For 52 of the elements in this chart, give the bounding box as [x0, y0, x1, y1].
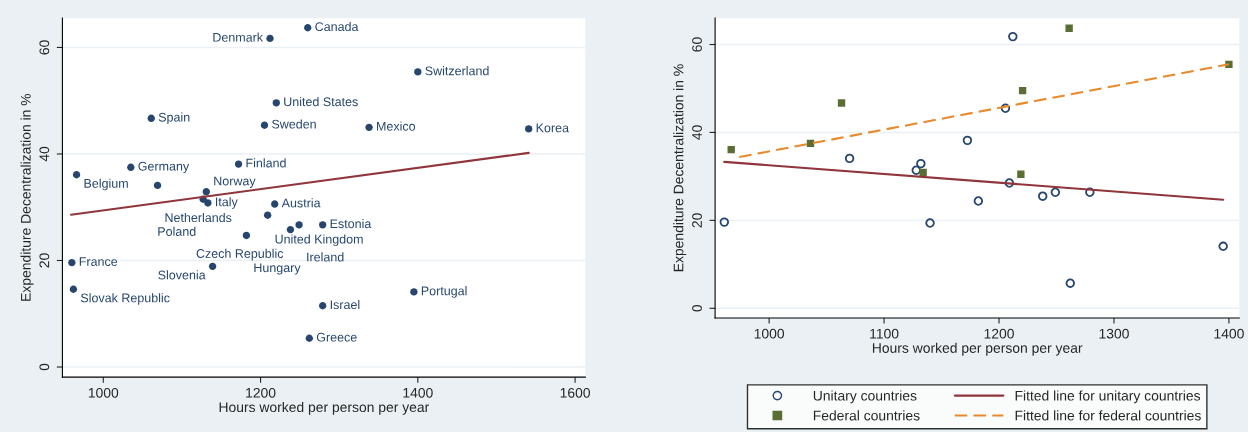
x-tick-label: 1300 — [1099, 328, 1129, 339]
annotation: Slovenia — [158, 270, 206, 280]
x-tick-label: 1200 — [984, 328, 1014, 339]
annotation: Austria — [281, 198, 321, 208]
legend-label: Fitted line for federal countries — [1015, 410, 1201, 421]
annotation: Ireland — [307, 252, 344, 262]
annotation: Slovak Republic — [80, 293, 170, 305]
annotation: Denmark — [213, 32, 264, 42]
legend-label: Unitary countries — [813, 390, 917, 404]
annotation: United Kingdom — [275, 234, 363, 247]
y-tick-label: 20 — [39, 253, 50, 268]
y-tick-label: 0 — [692, 304, 702, 312]
annotation: Finland — [246, 158, 286, 168]
annotation: Czech Republic — [196, 248, 284, 261]
annotation: Estonia — [330, 218, 372, 229]
annotation: Germany — [138, 161, 190, 174]
x-tick-label: 1400 — [403, 387, 433, 398]
y-tick-label: 60 — [692, 37, 702, 52]
annotation: Canada — [315, 21, 359, 32]
annotation: Israel — [330, 299, 360, 310]
annotation: Spain — [158, 112, 190, 125]
annotation: Sweden — [272, 119, 316, 129]
annotation: Greece — [316, 332, 357, 342]
y-axis-title: Expenditure Decentralization in % — [673, 64, 687, 272]
x-tick-label: 1000 — [754, 328, 785, 339]
annotation: Mexico — [377, 121, 416, 131]
legend-label: Federal countries — [813, 410, 920, 421]
x-tick-label: 1000 — [88, 387, 119, 398]
annotation: France — [79, 257, 118, 266]
annotation: Poland — [158, 226, 196, 236]
annotation: Norway — [214, 176, 256, 188]
x-tick-label: 1400 — [1214, 328, 1244, 339]
annotation: Korea — [536, 123, 569, 133]
x-tick-label: 1100 — [870, 328, 899, 339]
annotation: Italy — [215, 197, 238, 209]
annotation: Switzerland — [425, 66, 489, 76]
legend-label: Fitted line for unitary countries — [1015, 390, 1201, 404]
y-tick-label: 0 — [39, 363, 50, 371]
annotation: Portugal — [421, 286, 467, 298]
y-tick-label: 40 — [39, 146, 50, 162]
y-tick-label: 40 — [692, 125, 702, 140]
annotation: United States — [284, 97, 358, 107]
y-tick-label: 20 — [692, 213, 702, 228]
y-axis-title: Expenditure Decentralization in % — [20, 93, 34, 301]
x-axis-title: Hours worked per person per year — [872, 342, 1083, 356]
x-tick-label: 1600 — [560, 387, 590, 398]
x-axis-title: Hours worked per person per year — [219, 401, 430, 415]
annotation: Netherlands — [165, 212, 232, 223]
annotation: Hungary — [254, 263, 301, 275]
x-tick-label: 1200 — [246, 387, 276, 398]
annotation: Belgium — [84, 178, 128, 191]
y-tick-label: 60 — [39, 40, 50, 55]
